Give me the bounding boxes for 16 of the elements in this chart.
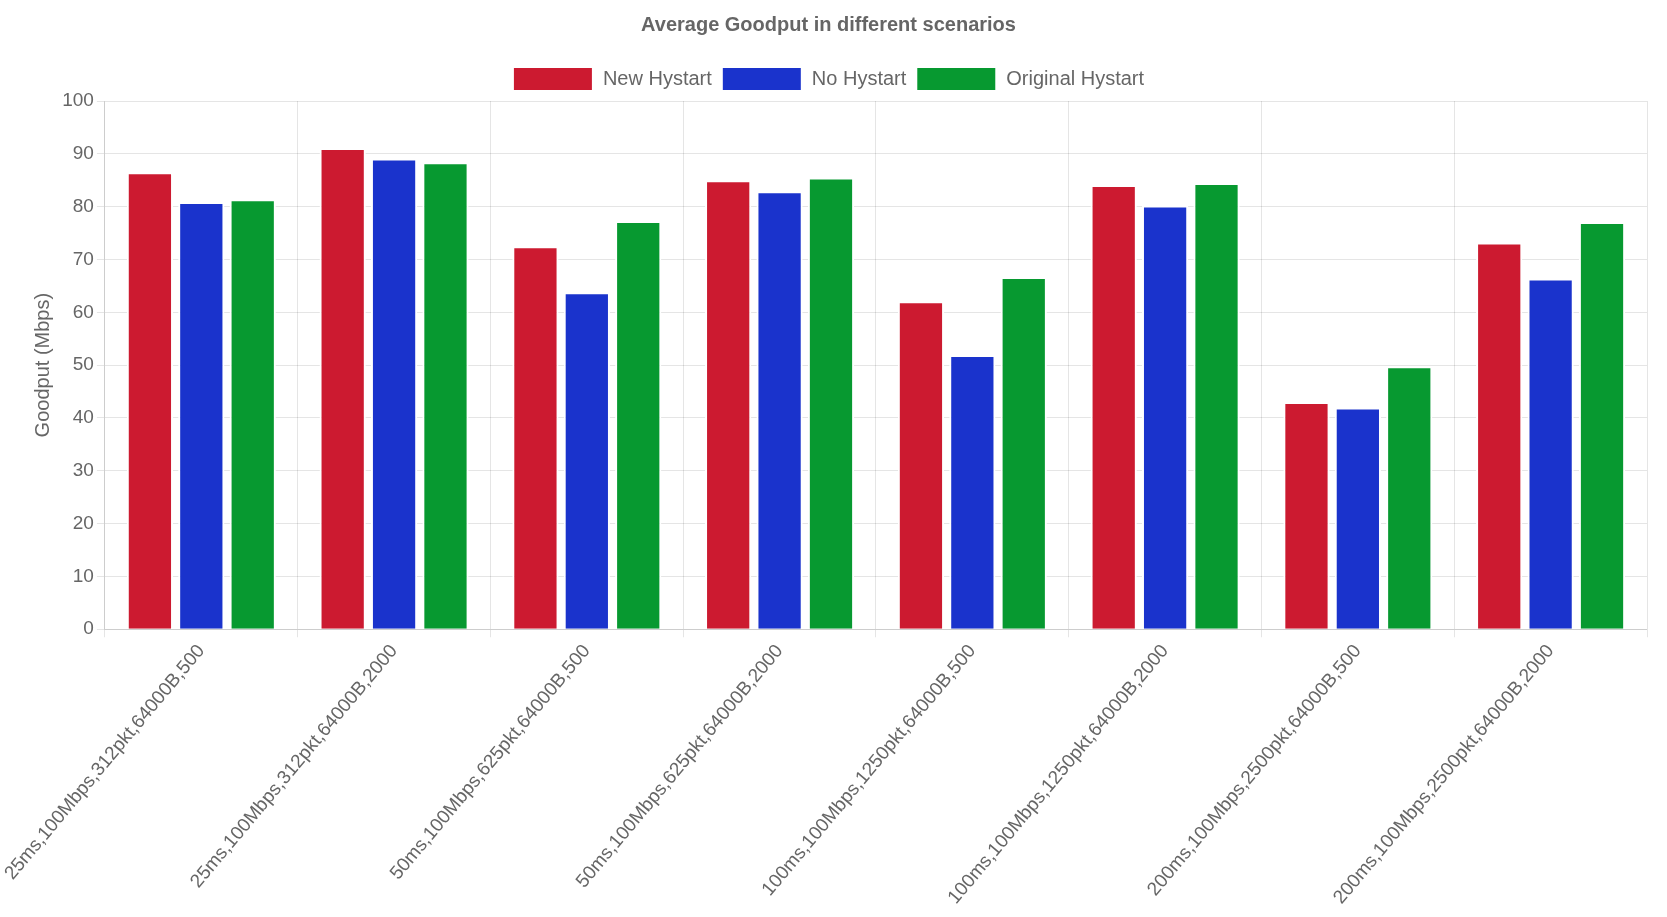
y-tick-label: 40	[72, 406, 94, 428]
y-tick-label: 100	[62, 89, 94, 111]
legend-label: No Hystart	[811, 66, 907, 89]
y-tick-label: 20	[72, 511, 94, 533]
y-tick-label: 10	[72, 564, 94, 586]
y-axis-title: Goodput (Mbps)	[30, 292, 53, 438]
y-tick-label: 80	[72, 194, 94, 216]
y-tick-label: 30	[72, 459, 94, 481]
y-tick-label: 90	[72, 142, 94, 164]
y-tick-label: 0	[83, 617, 94, 639]
chart-title: Average Goodput in different scenarios	[641, 12, 1016, 35]
legend-label: Original Hystart	[1006, 66, 1145, 89]
y-tick-label: 70	[72, 247, 94, 269]
legend-label: New Hystart	[602, 66, 713, 89]
y-tick-label: 60	[72, 300, 94, 322]
y-tick-label: 50	[72, 353, 94, 375]
